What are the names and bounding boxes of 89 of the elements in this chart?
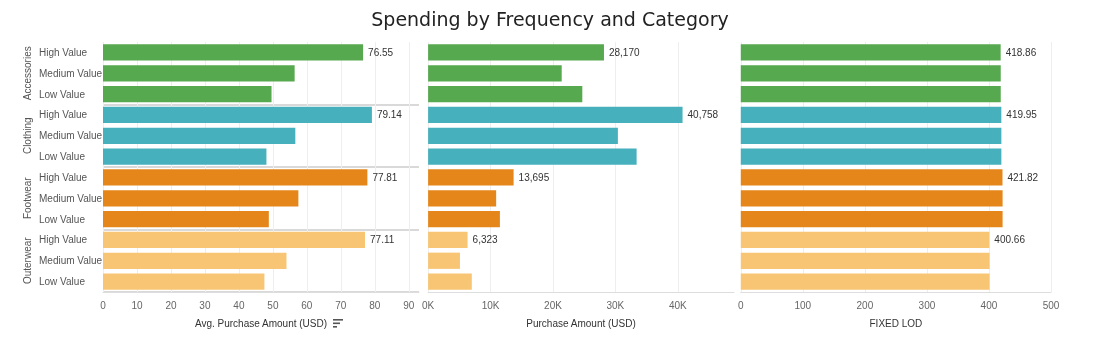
x-tick-label: 80: [369, 299, 381, 311]
text: Accessories: [21, 46, 33, 101]
x-axis-title: FIXED LOD: [869, 317, 923, 329]
data-label: 421.82: [1007, 171, 1039, 183]
bar: [428, 252, 460, 269]
y-tick-label: Low Value: [39, 151, 86, 163]
x-tick-label: 50: [267, 299, 279, 311]
data-label: 13,695: [518, 171, 550, 183]
y-tick-label: High Value: [39, 234, 88, 246]
bar: [428, 127, 618, 144]
x-tick-label: 20: [165, 299, 177, 311]
x-tick-label: 100: [794, 299, 812, 311]
x-tick-label: 10: [131, 299, 143, 311]
x-tick-label: 90: [403, 299, 415, 311]
y-tick-label: Low Value: [39, 88, 86, 100]
x-tick-label: 200: [856, 299, 874, 311]
bar: [740, 65, 1001, 82]
x-tick-label: 60: [301, 299, 313, 311]
data-label: 79.14: [376, 109, 403, 121]
bar: [103, 169, 368, 186]
x-tick-label: 30K: [606, 299, 625, 311]
bar: [103, 273, 265, 290]
bar: [428, 65, 562, 82]
bar: [103, 210, 269, 228]
y-tick-label: Medium Value: [39, 130, 103, 142]
x-tick-label: 30: [199, 299, 211, 311]
bar: [740, 210, 1003, 228]
x-tick-label: 400: [980, 299, 998, 311]
text: Clothing: [21, 117, 33, 155]
bar: [740, 127, 1002, 144]
bar: [740, 106, 1002, 124]
bar: [103, 44, 364, 61]
bar: [740, 252, 990, 269]
x-tick-label: 70: [335, 299, 347, 311]
bar: [740, 231, 990, 249]
bar: [740, 44, 1001, 61]
x-tick-label: 500: [1042, 299, 1060, 311]
data-label: 6,323: [472, 234, 499, 246]
bar: [428, 148, 637, 165]
x-tick-label: 40K: [668, 299, 688, 311]
data-label: 419.95: [1006, 109, 1038, 121]
bar: [428, 273, 472, 290]
text: Outerwear: [21, 236, 33, 285]
bar: [428, 85, 583, 103]
bar: [103, 85, 272, 103]
bar: [103, 231, 366, 249]
bar: [428, 106, 683, 124]
bar: [103, 127, 296, 144]
x-tick-label: 0K: [422, 299, 435, 311]
y-tick-label: Low Value: [39, 213, 86, 225]
y-tick-label: Medium Value: [39, 67, 103, 79]
data-label: 28,170: [608, 46, 640, 58]
bar: [428, 190, 497, 207]
data-label: 418.86: [1005, 46, 1037, 58]
x-tick-label: 20K: [544, 299, 563, 311]
bar: [103, 148, 267, 165]
x-axis-title: Avg. Purchase Amount (USD): [194, 317, 328, 329]
x-tick-label: 300: [918, 299, 936, 311]
x-tick-label: 0: [738, 299, 744, 311]
y-tick-label: Medium Value: [39, 192, 103, 204]
data-label: 40,758: [687, 109, 719, 121]
chart-title: Spending by Frequency and Category: [370, 8, 730, 30]
bar: [740, 85, 1001, 103]
bar: [740, 273, 990, 290]
bar: [428, 231, 468, 249]
y-tick-label: High Value: [39, 46, 88, 58]
y-tick-label: Medium Value: [39, 255, 103, 267]
bar: [428, 210, 500, 228]
bar: [103, 190, 299, 207]
data-label: 77.11: [370, 234, 395, 246]
bar: [428, 169, 514, 186]
bar: [740, 169, 1003, 186]
bar: [740, 190, 1003, 207]
bar: [103, 106, 372, 124]
x-tick-label: 0: [100, 299, 107, 311]
data-label: 400.66: [994, 234, 1026, 246]
text: Footwear: [21, 176, 33, 220]
bar: [103, 252, 287, 269]
y-tick-label: High Value: [39, 171, 88, 183]
y-tick-label: High Value: [39, 109, 88, 121]
bar: [103, 65, 295, 82]
y-tick-label: Low Value: [39, 276, 86, 288]
bar: [740, 148, 1002, 165]
x-tick-label: 40: [233, 299, 245, 311]
x-axis-title: Purchase Amount (USD): [526, 317, 636, 329]
data-label: 76.55: [368, 46, 394, 58]
x-tick-label: 10K: [481, 299, 500, 311]
data-label: 77.81: [372, 171, 398, 183]
bar: [428, 44, 604, 61]
